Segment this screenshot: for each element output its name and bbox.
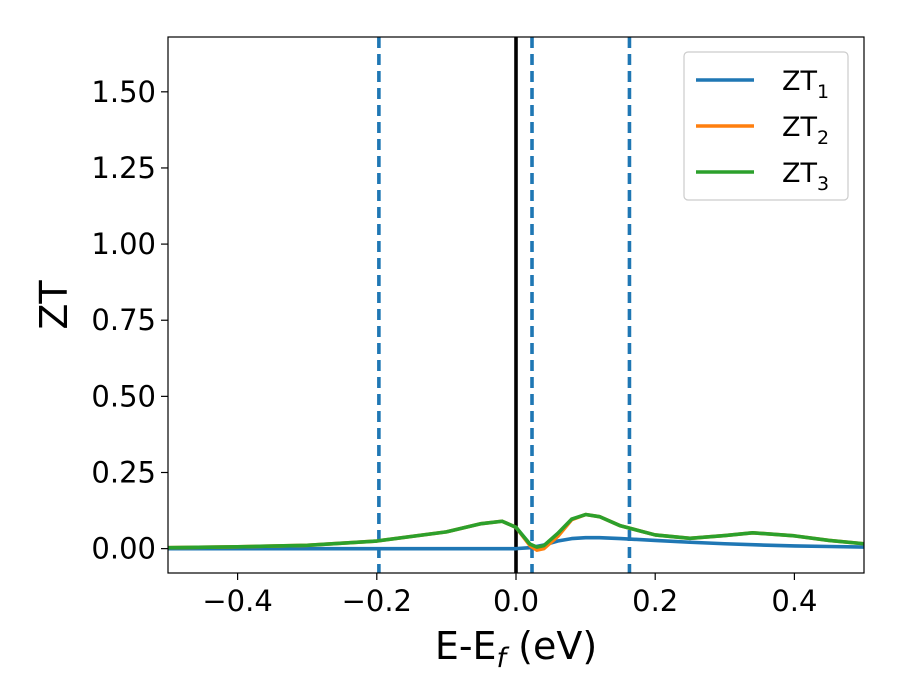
y-axis-title: ZT (32, 280, 76, 330)
series-line-zt3 (168, 512, 864, 550)
y-tick-label: 1.25 (91, 151, 156, 185)
x-tick-label: 0.0 (493, 584, 539, 618)
x-axis-title-suffix: (eV) (506, 624, 597, 668)
y-tick-label: 0.25 (91, 456, 156, 490)
y-tick-label: 1.50 (91, 75, 156, 109)
y-tick-label: 1.00 (91, 227, 156, 261)
x-axis-title: E-Ef (eV) (435, 624, 597, 674)
legend-label-subscript: 3 (817, 173, 829, 195)
x-tick-label: −0.2 (342, 584, 412, 618)
legend-label-subscript: 2 (817, 127, 829, 149)
x-axis-ticks: −0.4 −0.2 0.0 0.2 0.4 (202, 573, 817, 618)
legend-label: ZT1 (782, 66, 829, 103)
y-tick-label: 0.50 (91, 379, 156, 413)
y-tick-label: 0.75 (91, 303, 156, 337)
y-axis-ticks: 0.00 0.25 0.50 0.75 1.00 1.25 1.50 (91, 75, 168, 566)
legend-label: ZT3 (782, 158, 829, 195)
x-axis-title-main: E-E (435, 624, 497, 668)
legend-label-main: ZT (782, 112, 817, 143)
legend-label-subscript: 1 (817, 81, 829, 103)
legend-label-main: ZT (782, 158, 817, 189)
x-tick-label: 0.2 (632, 584, 678, 618)
x-tick-label: 0.4 (771, 584, 817, 618)
legend-label-main: ZT (782, 66, 817, 97)
plot-content (168, 37, 864, 573)
y-tick-label: 0.00 (91, 532, 156, 566)
legend-box (683, 51, 849, 201)
series-line-zt1 (168, 535, 864, 551)
legend-label: ZT2 (782, 112, 829, 149)
x-tick-label: −0.4 (202, 584, 272, 618)
